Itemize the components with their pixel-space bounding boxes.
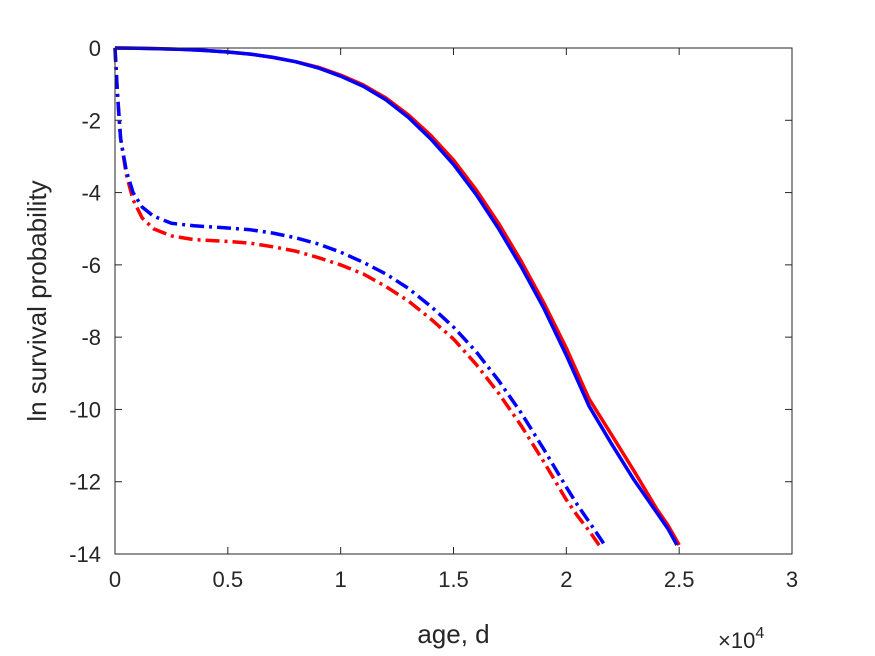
x-axis-label: age, d <box>417 619 489 649</box>
y-tick-label: -14 <box>69 542 101 567</box>
x-tick-label: 3 <box>786 567 798 592</box>
series-layer <box>113 46 681 548</box>
y-tick-label: 0 <box>89 36 101 61</box>
series-line-3 <box>113 47 602 548</box>
x-tick-label: 2 <box>560 567 572 592</box>
tick-layer: 0 0.5 1 1.5 2 2.5 3 0 -2 -4 -6 -8 -10 -12 -14 <box>69 36 798 592</box>
x-axis-exponent-label: ×104 <box>718 625 764 653</box>
x-tick-label: 2.5 <box>664 567 695 592</box>
y-tick-label: -4 <box>81 181 101 206</box>
y-tick-label: -6 <box>81 253 101 278</box>
x-tick-label: 1 <box>335 567 347 592</box>
y-tick-label: -10 <box>69 397 101 422</box>
y-tick-label: -12 <box>69 470 101 495</box>
y-tick-label: -8 <box>81 325 101 350</box>
x-tick-label: 0 <box>109 567 121 592</box>
x-tick-label: 0.5 <box>213 567 244 592</box>
x-axis-exponent-base: ×10 <box>718 628 755 653</box>
series-line-4 <box>113 47 607 546</box>
y-tick-label: -2 <box>81 108 101 133</box>
y-axis-label: ln survival probability <box>22 180 52 421</box>
series-line-2 <box>114 46 679 546</box>
x-tick-label: 1.5 <box>438 567 469 592</box>
x-axis-exponent-power: 4 <box>755 625 764 642</box>
